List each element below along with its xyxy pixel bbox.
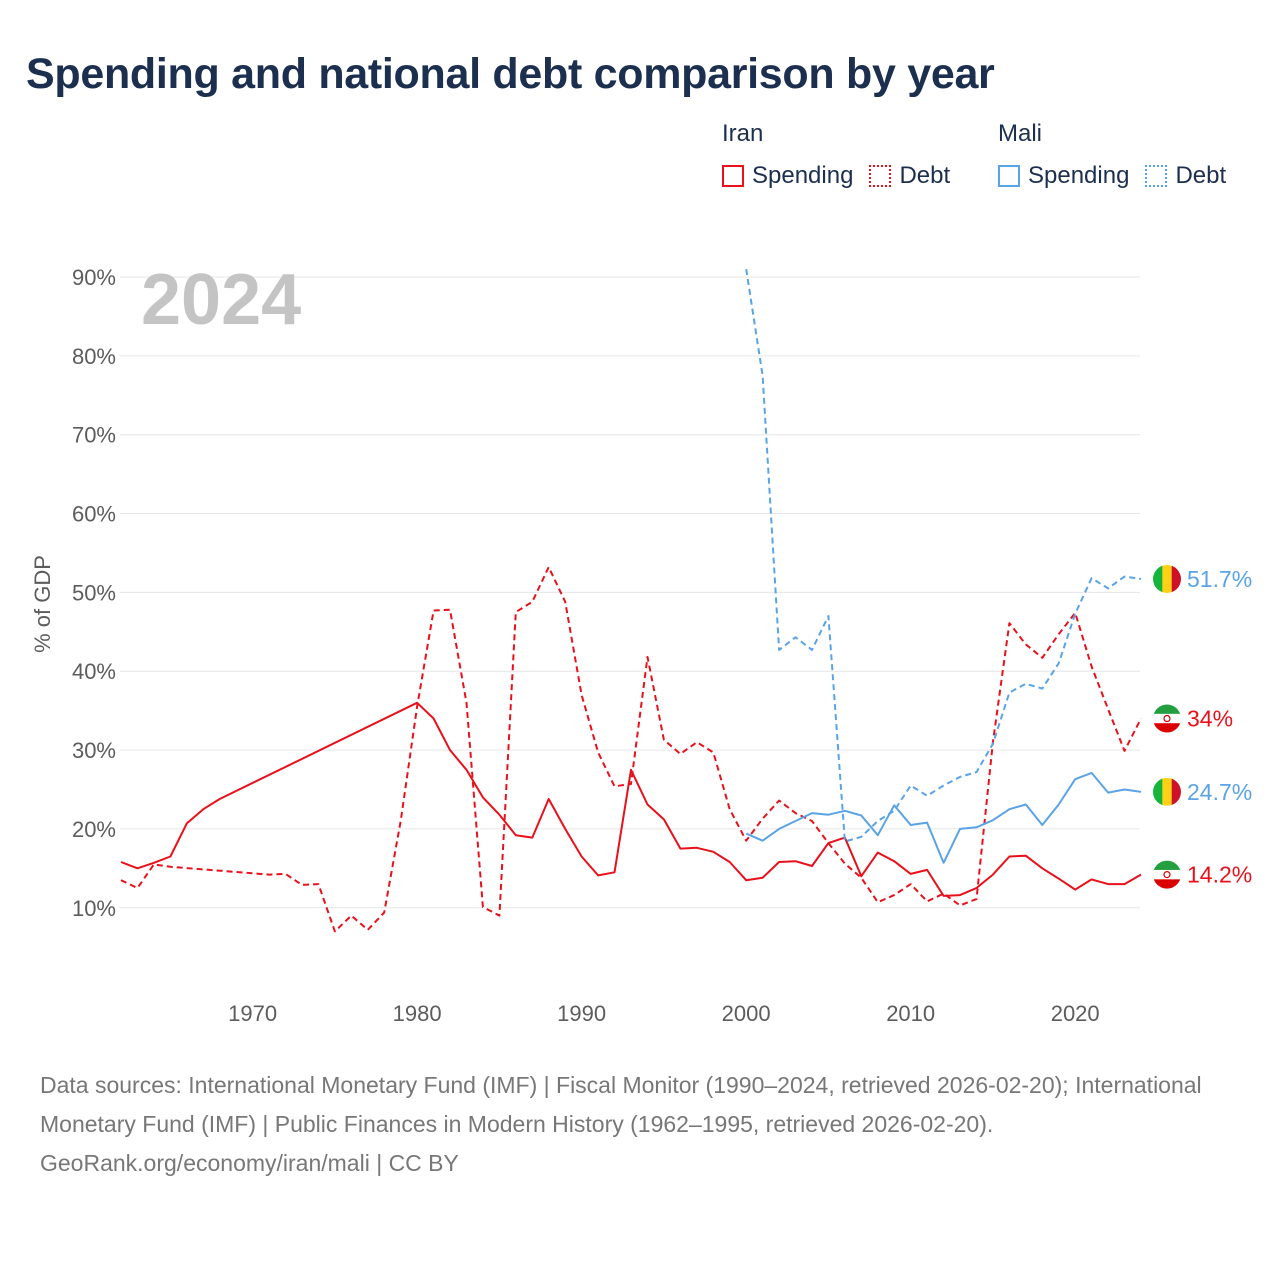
y-tick-label: 70% [72,423,116,448]
chart-title: Spending and national debt comparison by… [26,50,995,98]
legend-item-iran-spending[interactable]: Spending [722,162,853,190]
end-value-label: 14.2% [1187,862,1252,888]
line-chart: 10% 20% 30% 40% 50% 60% 70% 80% 90% 1970 1980 1990 2… [30,260,1252,1026]
legend-item-iran-debt[interactable]: Debt [869,162,950,190]
iran-flag-icon [1153,704,1181,733]
x-tick-label: 2010 [886,1001,935,1026]
legend-label: Spending [752,162,854,189]
series-line-iran-spending [120,701,1142,897]
legend-group-title: Mali [998,120,1043,147]
footer: Data sources: International Monetary Fun… [40,1066,1240,1183]
mali-flag-icon [1153,564,1181,593]
legend-label: Debt [1175,162,1227,189]
legend-swatch-solid [998,165,1020,187]
y-tick-label: 90% [72,265,116,290]
y-tick-label: 10% [72,896,116,921]
legend-item-mali-spending[interactable]: Spending [998,162,1129,190]
data-sources: Data sources: International Monetary Fun… [40,1072,1202,1137]
iran-flag-icon [1153,860,1181,889]
end-value-label: 51.7% [1187,566,1252,592]
y-tick-label: 80% [72,344,116,369]
legend-item-mali-debt[interactable]: Debt [1145,162,1226,190]
x-tick-label: 1970 [228,1001,277,1026]
end-value-label: 34% [1187,706,1233,732]
y-tick-label: 30% [72,738,116,763]
legend-label: Spending [1028,162,1130,189]
x-tick-label: 1990 [557,1001,606,1026]
legend-group-title: Iran [722,120,764,147]
series-line-iran-debt [120,566,1142,933]
legend-label: Debt [899,162,951,189]
credit-line: GeoRank.org/economy/iran/mali | CC BY [40,1150,459,1176]
legend-iran: Iran Spending Debt [722,120,966,190]
legend-swatch-dotted [869,165,892,187]
x-tick-label: 2020 [1051,1001,1100,1026]
y-tick-label: 50% [72,580,116,605]
legend-swatch-solid [722,165,744,187]
y-tick-label: 20% [72,817,116,842]
end-value-label: 24.7% [1187,779,1252,805]
year-watermark: 2024 [141,260,301,340]
x-tick-label: 2000 [722,1001,771,1026]
x-tick-label: 1980 [393,1001,442,1026]
y-axis-label: % of GDP [30,555,55,653]
series-line-mali-debt [745,268,1142,843]
y-tick-label: 40% [72,659,116,684]
mali-flag-icon [1153,777,1181,806]
y-tick-label: 60% [72,502,116,527]
legend-mali: Mali Spending Debt [998,120,1242,190]
legend-swatch-dotted [1145,165,1168,187]
series-line-mali-spending [745,771,1142,864]
